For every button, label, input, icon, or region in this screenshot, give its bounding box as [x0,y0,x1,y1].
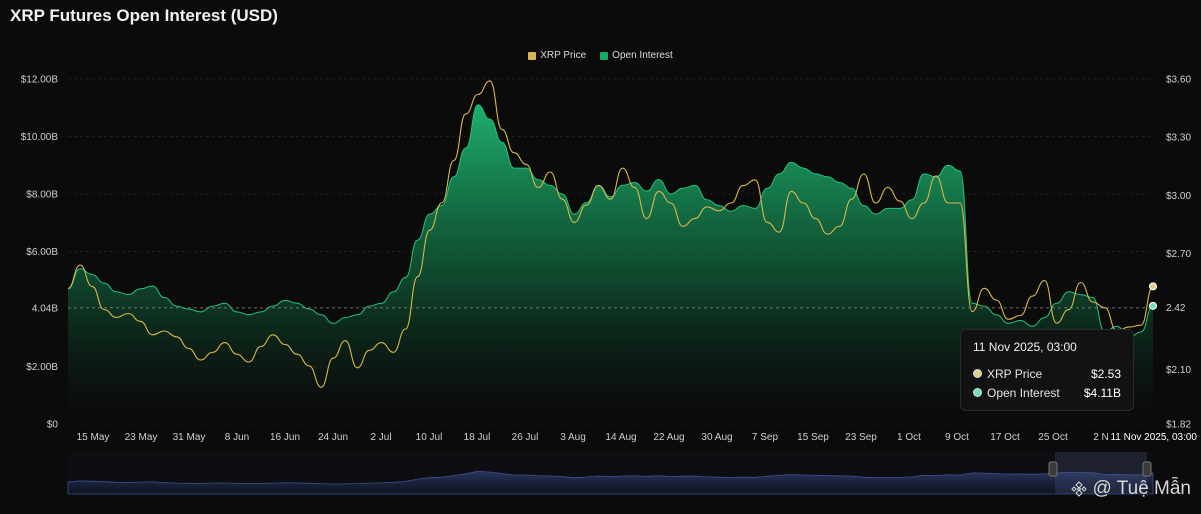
x-tick-label: 10 Jul [416,432,443,443]
tooltip-time: 11 Nov 2025, 03:00 [973,340,1077,354]
x-tick-label: 17 Oct [990,432,1020,443]
x-tick-label: 15 Sep [797,432,829,443]
tooltip-row-xrp-price: XRP Price $2.53 [973,364,1121,383]
tooltip-dot-open-interest [973,388,982,397]
x-tick-label: 7 Sep [752,432,779,443]
navigator-handle-right[interactable] [1142,461,1152,477]
x-tick-label: 18 Jul [464,432,491,443]
y-right-tick-label: $1.82 [1166,420,1191,431]
binance-logo-icon [1070,481,1087,497]
x-tick-label: 23 Sep [845,432,877,443]
y-left-tick-label: $0 [47,420,59,431]
y-right-tick-label: $3.30 [1166,133,1191,144]
x-tick-label: 16 Jun [270,432,300,443]
legend-label-open-interest: Open Interest [612,50,673,61]
x-tick-label: 8 Jun [225,432,249,443]
y-right-tick-label: 2.42 [1166,303,1186,314]
open-interest-area [68,104,1153,425]
x-hover-label: 11 Nov 2025, 03:00 [1110,432,1197,443]
y-right-tick-label: $3.00 [1166,191,1191,202]
legend-swatch-xrp-price [528,51,537,60]
tooltip-row-open-interest: Open Interest $4.11B [973,383,1121,402]
y-left-tick-label: $12.00B [21,75,59,86]
tooltip-label-xrp-price: XRP Price [987,366,1043,381]
legend-item-xrp-price[interactable]: XRP Price [528,50,586,61]
y-left-tick-label: $6.00B [26,247,58,258]
x-tick-label: 25 Oct [1038,432,1068,443]
x-tick-label: 26 Jul [512,432,539,443]
y-right-tick-label: $2.70 [1166,249,1191,260]
legend-swatch-open-interest [600,51,609,60]
tooltip-value-xrp-price: $2.53 [1090,366,1121,381]
legend-label-xrp-price: XRP Price [540,50,587,61]
tooltip-dot-xrp-price [973,369,982,378]
x-tick-label: 31 May [173,432,206,443]
legend-item-open-interest[interactable]: Open Interest [600,50,673,61]
watermark: @ Tuệ Mẫn [1070,478,1192,500]
xrp-price-line [67,80,1154,388]
x-tick-label: 3 Aug [560,432,586,443]
y-left-tick-label: $8.00B [26,190,58,201]
x-tick-label: 23 May [125,432,158,443]
range-navigator[interactable] [67,452,1154,495]
navigator-area [67,470,1154,495]
navigator-handle-left[interactable] [1048,461,1058,477]
x-tick-label: 2 Jul [370,432,391,443]
y-right-tick-label: $3.60 [1166,75,1191,86]
x-tick-label: 9 Oct [945,432,969,443]
y-right-tick-label: $2.10 [1166,365,1191,376]
x-tick-label: 14 Aug [605,432,636,443]
x-tick-label: 2 N [1093,432,1109,443]
y-axis-right: $1.82 $2.10 2.42 $2.70 $3.00 $3.30 $3.60 [1166,75,1191,431]
hover-tooltip: 11 Nov 2025, 03:00 XRP Price $2.53 Open … [960,329,1134,411]
y-left-tick-label: 4.04B [32,303,58,314]
watermark-text: @ Tuệ Mẫn [1092,478,1192,499]
x-axis: 15 May 23 May 31 May 8 Jun 16 Jun 24 Jun 2 Jul… [77,432,1198,443]
chart-title: XRP Futures Open Interest (USD) [10,6,278,25]
tooltip-value-open-interest: $4.11B [1083,385,1121,400]
navigator-selection[interactable] [1055,452,1147,494]
x-tick-label: 22 Aug [653,432,684,443]
tooltip-label-open-interest: Open Interest [987,385,1060,400]
y-left-tick-label: $2.00B [26,362,58,373]
x-tick-label: 30 Aug [701,432,732,443]
x-tick-label: 1 Oct [897,432,921,443]
open-interest-marker [1149,301,1157,310]
x-tick-label: 24 Jun [318,432,348,443]
chart-legend: XRP Price Open Interest [0,50,1201,61]
x-tick-label: 15 May [77,432,110,443]
y-left-tick-label: $10.00B [21,132,59,143]
xrp-price-marker [1149,282,1157,291]
y-axis-left: $0 $2.00B 4.04B $6.00B $8.00B $10.00B $12.00B [21,75,59,431]
